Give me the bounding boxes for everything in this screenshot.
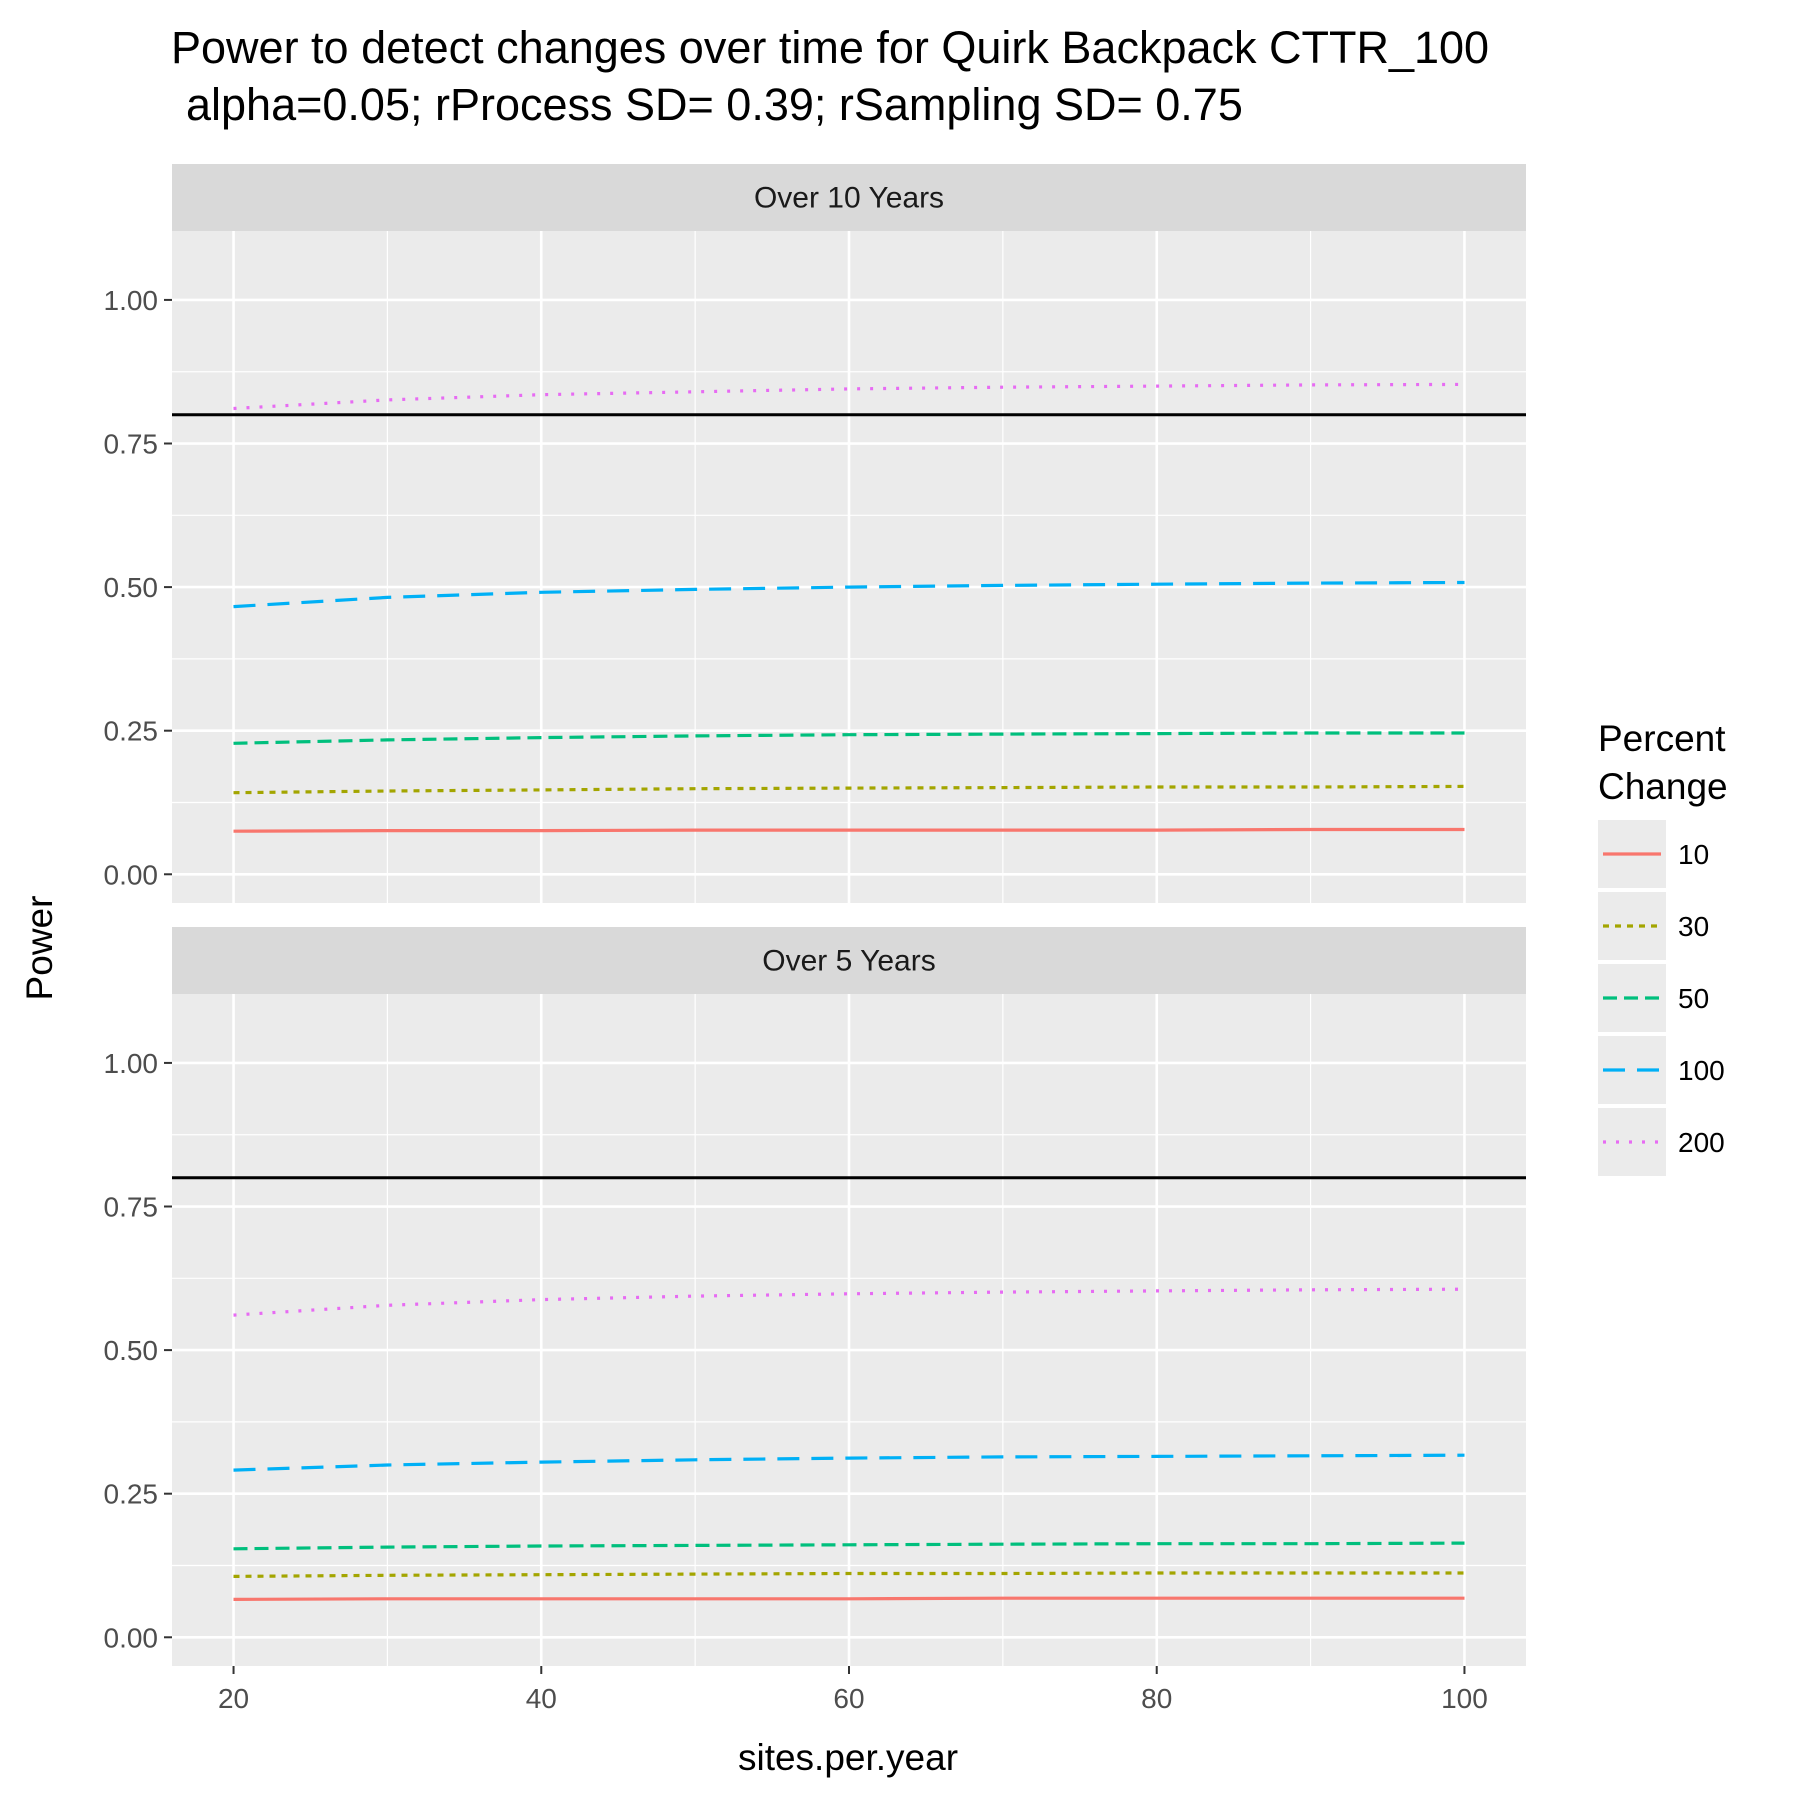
series-line-50 [233,731,1465,745]
legend-label: 10 [1678,839,1709,870]
series-line-10 [233,827,1465,833]
legend-item-50: 50 [1598,964,1709,1032]
legend: Percent Change 10 30 50 100 200 [1598,718,1728,1176]
x-tick-label: 80 [1141,1683,1172,1714]
legend-label: 50 [1678,983,1709,1014]
y-tick-label: 0.75 [104,1192,159,1223]
legend-label: 30 [1678,911,1709,942]
y-tick-label: 1.00 [104,1048,159,1079]
legend-item-100: 100 [1598,1036,1725,1104]
y-tick-label: 0.50 [104,1335,159,1366]
series-line-10 [233,1596,1465,1602]
y-tick-label: 0.00 [104,859,159,890]
legend-item-10: 10 [1598,820,1709,888]
legend-label: 100 [1678,1055,1725,1086]
series-line-30 [233,784,1465,795]
series-line-50 [233,1541,1465,1551]
facet-strip [172,164,1526,231]
facet-strip [172,927,1526,994]
series-line-100 [233,580,1465,609]
panel-2: Over 5 Years 0.00 0.25 0.50 0.75 1.00 20 40 60 80… [104,927,1526,1714]
legend-title-line-1: Percent [1598,718,1726,759]
x-axis-title: sites.per.year [738,1737,958,1778]
facet-strip-label: Over 5 Years [762,945,935,978]
y-tick-label: 0.75 [104,429,159,460]
legend-label: 200 [1678,1127,1725,1158]
y-tick-label: 0.00 [104,1622,159,1653]
legend-title-line-2: Change [1598,766,1728,807]
x-tick-label: 60 [833,1683,864,1714]
series-line-30 [233,1571,1465,1578]
chart-title-line-2: alpha=0.05; rProcess SD= 0.39; rSampling… [186,79,1243,130]
panel-1: Over 10 Years 0.00 0.25 0.50 0.75 1.00 [104,164,1526,903]
series-line-100 [233,1453,1465,1472]
y-tick-label: 1.00 [104,285,159,316]
legend-item-200: 200 [1598,1108,1725,1176]
y-tick-label: 0.50 [104,572,159,603]
chart-title-line-1: Power to detect changes over time for Qu… [171,22,1489,73]
y-axis-title: Power [19,896,60,1001]
facet-strip-label: Over 10 Years [754,182,944,215]
y-tick-label: 0.25 [104,716,159,747]
y-tick-label: 0.25 [104,1479,159,1510]
x-tick-label: 20 [218,1683,249,1714]
x-tick-label: 100 [1441,1683,1488,1714]
x-tick-label: 40 [526,1683,557,1714]
legend-item-30: 30 [1598,892,1709,960]
